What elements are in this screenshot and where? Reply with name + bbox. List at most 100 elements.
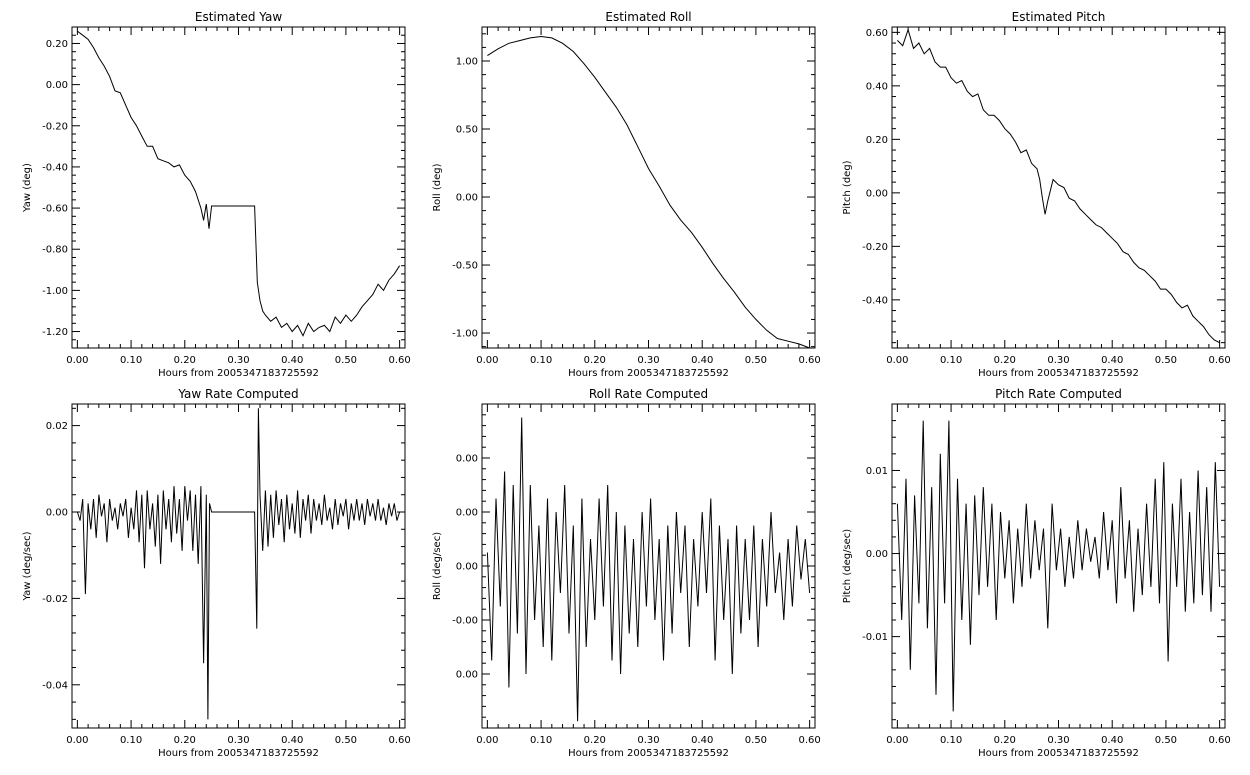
x-tick-label: 0.40 <box>281 355 303 366</box>
x-tick-label: 0.50 <box>335 355 357 366</box>
x-tick-label: 0.00 <box>886 735 908 746</box>
x-tick-label: 0.20 <box>174 735 196 746</box>
y-tick-label: 0.20 <box>46 39 68 50</box>
x-tick-label: 0.00 <box>66 355 88 366</box>
y-tick-label: 0.00 <box>46 508 68 519</box>
x-tick-label: 0.40 <box>691 735 713 746</box>
x-axis-label: Hours from 2005347183725592 <box>158 748 319 759</box>
y-axis-label: Roll (deg/sec) <box>432 532 443 600</box>
x-tick-label: 0.00 <box>66 735 88 746</box>
x-tick-label: 0.50 <box>1155 735 1177 746</box>
chart-panel-4: Yaw Rate Computed Hours from 200534718372… <box>22 387 411 759</box>
x-tick-label: 0.20 <box>584 355 606 366</box>
x-tick-label: 0.30 <box>637 355 659 366</box>
x-tick-label: 0.60 <box>1208 735 1230 746</box>
chart-panel-6: Pitch Rate Computed Hours from 2005347183… <box>842 387 1231 759</box>
x-tick-label: 0.20 <box>994 735 1016 746</box>
x-tick-label: 0.30 <box>1047 355 1069 366</box>
x-tick-label: 0.30 <box>227 355 249 366</box>
y-tick-label: -0.80 <box>42 245 68 256</box>
chart-title: Estimated Yaw <box>195 10 282 24</box>
series-line <box>897 28 1220 344</box>
x-tick-label: 0.10 <box>940 735 962 746</box>
y-axis-label: Yaw (deg) <box>22 163 33 213</box>
y-tick-label: 0.01 <box>866 466 888 477</box>
y-tick-label: -0.00 <box>452 616 478 627</box>
y-tick-label: -0.01 <box>862 632 888 643</box>
y-axis-label: Pitch (deg) <box>842 160 853 214</box>
plot-frame <box>891 403 1226 729</box>
x-tick-label: 0.50 <box>1155 355 1177 366</box>
y-tick-label: 0.40 <box>866 81 888 92</box>
x-tick-label: 0.60 <box>798 735 820 746</box>
series-line <box>486 417 811 722</box>
y-tick-label: -0.20 <box>42 121 68 132</box>
y-tick-label: 0.00 <box>456 508 478 519</box>
series-line <box>76 408 401 720</box>
x-tick-label: 0.00 <box>886 355 908 366</box>
x-tick-label: 0.40 <box>281 735 303 746</box>
y-tick-label: -0.40 <box>42 162 68 173</box>
y-tick-label: -0.04 <box>42 680 68 691</box>
chart-title: Roll Rate Computed <box>589 387 708 401</box>
x-tick-label: 0.10 <box>530 355 552 366</box>
y-tick-label: -0.40 <box>862 295 888 306</box>
y-tick-label: 0.00 <box>866 188 888 199</box>
chart-panel-1: Estimated Yaw Hours from 2005347183725592… <box>22 10 411 379</box>
x-tick-label: 0.60 <box>798 355 820 366</box>
x-tick-label: 0.30 <box>1047 735 1069 746</box>
y-tick-label: 1.00 <box>456 57 478 68</box>
y-tick-label: -0.60 <box>42 204 68 215</box>
y-axis-label: Pitch (deg/sec) <box>842 529 853 604</box>
series-line <box>77 30 401 337</box>
x-tick-label: 0.40 <box>1101 355 1123 366</box>
chart-title: Estimated Pitch <box>1012 10 1106 24</box>
y-tick-label: -1.20 <box>42 327 68 338</box>
chart-panel-2: Estimated Roll Hours from 200534718372559… <box>432 10 821 379</box>
x-axis-label: Hours from 2005347183725592 <box>568 368 729 379</box>
chart-title: Yaw Rate Computed <box>177 387 298 401</box>
y-tick-label: 0.20 <box>866 135 888 146</box>
x-tick-label: 0.50 <box>745 735 767 746</box>
x-tick-label: 0.20 <box>174 355 196 366</box>
y-tick-label: 0.00 <box>456 562 478 573</box>
y-tick-label: -0.02 <box>42 594 68 605</box>
y-tick-label: -1.00 <box>452 329 478 340</box>
x-tick-label: 0.00 <box>476 355 498 366</box>
x-tick-label: 0.60 <box>1208 355 1230 366</box>
x-tick-label: 0.20 <box>584 735 606 746</box>
x-tick-label: 0.50 <box>745 355 767 366</box>
x-tick-label: 0.40 <box>1101 735 1123 746</box>
x-tick-label: 0.10 <box>120 735 142 746</box>
y-tick-label: 0.02 <box>46 421 68 432</box>
x-axis-label: Hours from 2005347183725592 <box>978 748 1139 759</box>
y-tick-label: 0.50 <box>456 125 478 136</box>
y-axis-label: Yaw (deg/sec) <box>22 531 33 601</box>
x-tick-label: 0.10 <box>120 355 142 366</box>
series-line <box>896 420 1221 712</box>
chart-panel-5: Roll Rate Computed Hours from 20053471837… <box>432 387 821 759</box>
chart-title: Estimated Roll <box>605 10 691 24</box>
y-tick-label: 0.00 <box>456 670 478 681</box>
y-tick-label: 0.00 <box>46 80 68 91</box>
y-tick-label: 0.00 <box>456 193 478 204</box>
x-tick-label: 0.10 <box>940 355 962 366</box>
x-tick-label: 0.60 <box>388 735 410 746</box>
x-axis-label: Hours from 2005347183725592 <box>568 748 729 759</box>
y-tick-label: -0.50 <box>452 261 478 272</box>
x-tick-label: 0.50 <box>335 735 357 746</box>
y-tick-label: -0.20 <box>862 242 888 253</box>
x-tick-label: 0.30 <box>227 735 249 746</box>
x-tick-label: 0.30 <box>637 735 659 746</box>
chart-title: Pitch Rate Computed <box>995 387 1122 401</box>
y-axis-label: Roll (deg) <box>432 163 443 211</box>
x-axis-label: Hours from 2005347183725592 <box>158 368 319 379</box>
y-tick-label: -1.00 <box>42 286 68 297</box>
x-tick-label: 0.40 <box>691 355 713 366</box>
y-tick-label: 0.00 <box>866 549 888 560</box>
y-tick-label: 0.60 <box>866 28 888 39</box>
plot-frame <box>481 403 816 729</box>
x-tick-label: 0.60 <box>388 355 410 366</box>
plot-frame <box>71 403 406 729</box>
